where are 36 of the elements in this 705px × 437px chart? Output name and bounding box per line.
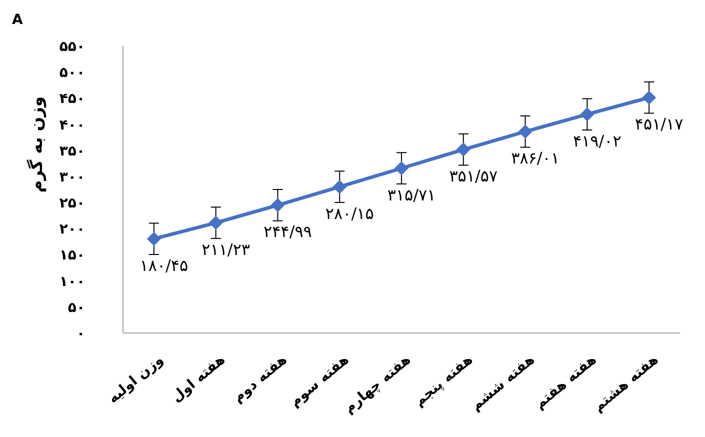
x-tick-label: وزن اولیه [105, 352, 167, 407]
data-label: ۳۱۵/۷۱ [387, 185, 436, 204]
x-tick-label: هفته پنجم [411, 352, 476, 410]
text: A [12, 12, 23, 28]
data-label: ۱۸۰/۴۵ [140, 256, 188, 275]
point [332, 180, 347, 194]
y-tick-label: ۵۰۰ [59, 65, 85, 82]
y-tick-label: ۰ [76, 326, 85, 342]
point [208, 216, 223, 230]
y-tick-label: ۵۵۰ [59, 39, 85, 55]
y-tick-label: ۱۰۰ [59, 274, 85, 290]
point [270, 198, 285, 212]
data-label: ۲۸۰/۱۵ [325, 204, 374, 223]
point [580, 107, 594, 122]
point [642, 90, 656, 105]
y-axis-title: وزن به گرم [26, 96, 47, 193]
y-tick-label: ۴۰۰ [59, 117, 85, 134]
y-tick-label: ۴۵۰ [59, 91, 85, 108]
data-label: ۲۱۱/۲۳ [202, 240, 250, 259]
data-label: ۲۴۴/۹۹ [264, 222, 312, 242]
x-tick-label: هفته اول [168, 352, 228, 406]
point [456, 142, 470, 157]
x-tick-label: هفته دوم [230, 352, 290, 406]
y-tick-label: ۲۵۰ [59, 196, 85, 212]
y-tick-label: ۲۰۰ [59, 222, 85, 238]
y-tick-label: ۵۰ [68, 300, 85, 316]
data-label: ۴۵۱/۱۷ [634, 114, 684, 134]
data-label: ۳۵۱/۵۷ [449, 166, 498, 186]
point [146, 232, 161, 246]
point [394, 161, 408, 176]
data-label: ۳۸۶/۰۱ [511, 148, 560, 168]
y-tick-label: ۳۰۰ [59, 169, 85, 186]
y-tick-label: ۳۵۰ [59, 143, 85, 160]
data-label: ۴۱۹/۰۲ [572, 131, 622, 150]
point [518, 124, 532, 139]
y-tick-label: ۱۵۰ [59, 248, 85, 264]
